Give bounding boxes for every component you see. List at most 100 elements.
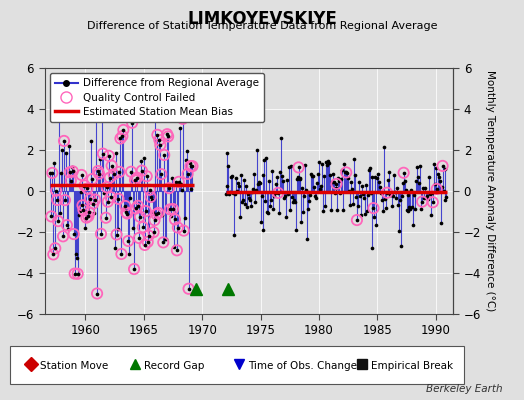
Point	[382, 205, 390, 211]
Point	[403, 208, 412, 214]
Point	[105, 152, 113, 159]
Point	[363, 208, 371, 214]
Point	[356, 192, 364, 199]
Point	[267, 197, 276, 203]
Point	[173, 224, 182, 231]
Point	[377, 190, 386, 196]
Point	[165, 185, 173, 191]
Point	[269, 206, 277, 212]
Point	[95, 170, 103, 177]
Point	[276, 169, 284, 176]
Point	[50, 160, 59, 166]
Point	[411, 205, 420, 212]
Point	[318, 160, 326, 167]
Point	[121, 203, 129, 209]
Point	[440, 166, 449, 173]
Point	[439, 163, 447, 169]
Point	[61, 197, 69, 203]
Point	[427, 212, 435, 218]
Point	[244, 191, 252, 198]
Point	[77, 189, 85, 196]
Point	[366, 190, 375, 196]
Point	[172, 178, 180, 185]
Point	[184, 286, 193, 292]
Point	[105, 152, 113, 159]
Point	[420, 195, 428, 202]
Point	[296, 175, 304, 181]
Point	[255, 180, 264, 186]
Point	[178, 187, 186, 193]
Point	[436, 220, 445, 226]
Point	[78, 202, 86, 208]
Point	[271, 190, 279, 196]
Point	[270, 193, 278, 200]
Point	[74, 212, 83, 218]
Point	[146, 187, 154, 193]
Point	[179, 116, 187, 122]
Point	[421, 185, 429, 192]
Point	[67, 178, 75, 184]
Point	[300, 193, 309, 199]
Point	[161, 236, 169, 242]
Point	[71, 250, 80, 257]
Point	[380, 144, 388, 150]
Point	[434, 174, 443, 180]
Point	[291, 226, 300, 233]
Point	[223, 182, 232, 189]
Point	[106, 194, 115, 200]
Point	[48, 170, 57, 176]
Point	[49, 251, 58, 258]
Point	[227, 174, 236, 180]
Point	[188, 163, 196, 169]
Point	[177, 181, 185, 188]
Point	[346, 201, 354, 208]
Point	[264, 210, 272, 216]
Point	[415, 180, 423, 186]
Point	[106, 194, 115, 200]
Point	[115, 169, 124, 175]
Point	[129, 225, 137, 232]
Point	[160, 152, 168, 158]
Legend: Difference from Regional Average, Quality Control Failed, Estimated Station Mean: Difference from Regional Average, Qualit…	[50, 73, 264, 122]
Point	[349, 200, 357, 207]
Point	[179, 116, 187, 122]
Point	[323, 162, 331, 168]
Point	[274, 190, 282, 196]
Point	[54, 218, 62, 224]
Point	[248, 189, 256, 195]
Point	[406, 206, 414, 212]
Point	[383, 190, 391, 196]
Point	[93, 290, 101, 297]
Point	[289, 197, 298, 203]
Point	[170, 244, 178, 251]
Point	[245, 195, 253, 201]
Point	[111, 245, 119, 251]
Point	[320, 173, 328, 179]
Point	[376, 184, 385, 190]
Point	[70, 231, 78, 237]
Point	[280, 195, 288, 201]
Point	[84, 213, 93, 220]
Point	[78, 202, 86, 208]
Point	[144, 239, 152, 245]
Point	[429, 199, 437, 206]
Point	[95, 170, 103, 177]
Point	[80, 182, 89, 189]
Point	[83, 185, 92, 192]
Point	[432, 164, 440, 171]
Point	[152, 211, 161, 218]
Point	[114, 196, 123, 202]
Point	[174, 179, 183, 185]
Point	[69, 168, 77, 174]
Point	[288, 194, 296, 200]
Point	[85, 209, 93, 216]
Point	[416, 163, 424, 169]
Point	[124, 238, 133, 244]
Point	[99, 150, 107, 157]
Point	[239, 197, 247, 204]
Point	[59, 233, 67, 240]
Point	[146, 194, 155, 200]
Point	[103, 184, 111, 190]
Point	[329, 171, 337, 178]
Point	[79, 207, 88, 213]
